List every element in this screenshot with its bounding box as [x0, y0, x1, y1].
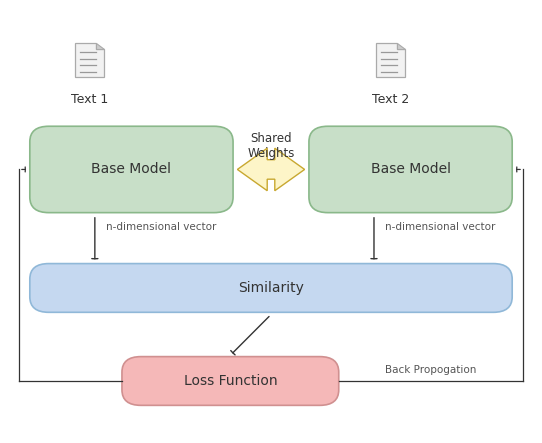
Text: Text 2: Text 2 [372, 93, 409, 106]
Polygon shape [397, 43, 404, 49]
Polygon shape [237, 148, 305, 191]
Polygon shape [376, 43, 404, 77]
Text: Similarity: Similarity [238, 281, 304, 295]
FancyBboxPatch shape [30, 126, 233, 213]
FancyBboxPatch shape [122, 357, 339, 405]
Text: Shared
Weights: Shared Weights [247, 132, 295, 160]
FancyBboxPatch shape [309, 126, 512, 213]
Polygon shape [96, 43, 104, 49]
Text: Base Model: Base Model [92, 163, 171, 176]
FancyBboxPatch shape [30, 264, 512, 312]
Text: Base Model: Base Model [371, 163, 450, 176]
Polygon shape [75, 43, 104, 77]
Text: Text 1: Text 1 [71, 93, 108, 106]
Text: Back Propogation: Back Propogation [385, 365, 476, 375]
Text: n-dimensional vector: n-dimensional vector [385, 222, 495, 232]
Text: n-dimensional vector: n-dimensional vector [106, 222, 216, 232]
Text: Loss Function: Loss Function [184, 374, 277, 388]
